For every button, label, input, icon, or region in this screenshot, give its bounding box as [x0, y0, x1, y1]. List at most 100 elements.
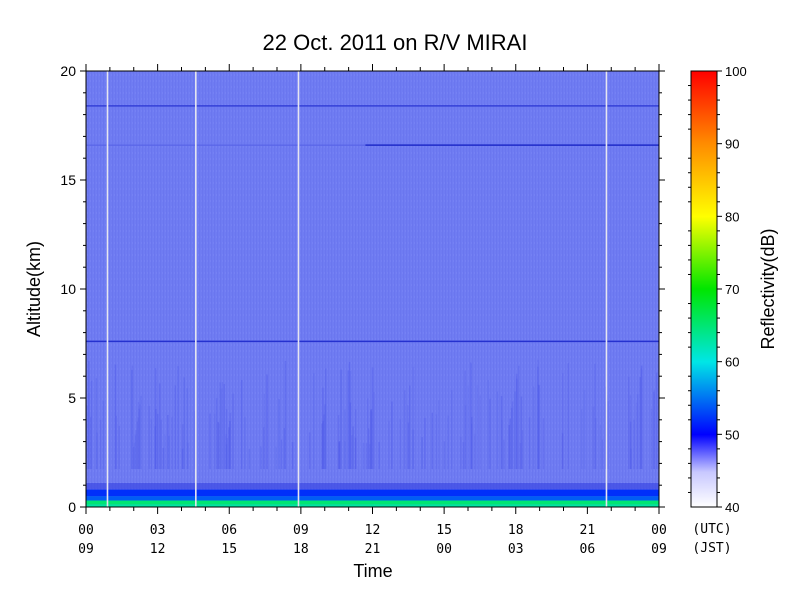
x-tick-label-jst: 09	[651, 542, 667, 557]
echo-streak	[370, 411, 372, 469]
echo-streak	[348, 362, 351, 469]
echo-streak	[217, 421, 219, 469]
echo-streak	[154, 368, 157, 469]
echo-streak	[594, 363, 596, 469]
echo-streak	[260, 446, 262, 469]
echo-streak	[537, 359, 539, 469]
echo-streak	[519, 443, 522, 469]
echo-streak	[404, 390, 406, 469]
utc-zone-label: (UTC)	[692, 522, 731, 537]
echo-streak	[338, 441, 341, 469]
echo-streak	[367, 398, 369, 469]
surface-band	[86, 496, 659, 501]
y-tick-label: 15	[60, 172, 76, 188]
echo-streak	[528, 417, 531, 469]
colorbar-tick-label: 100	[725, 64, 747, 79]
echo-streak	[232, 393, 234, 469]
echo-streak	[337, 415, 340, 469]
surface-band	[86, 504, 659, 507]
echo-streak	[213, 413, 216, 469]
data-gap-lines	[106, 71, 608, 507]
echo-streak	[187, 442, 189, 469]
echo-streak	[508, 425, 510, 469]
echo-streak	[167, 415, 169, 469]
echo-streak	[629, 421, 632, 469]
echo-streak	[650, 408, 653, 469]
surface-band	[86, 489, 659, 497]
echo-streak	[225, 409, 228, 469]
echo-streak	[322, 387, 324, 469]
echo-streak	[219, 382, 221, 469]
plot-area	[85, 70, 660, 508]
echo-streak	[639, 377, 641, 469]
echo-streak	[496, 391, 499, 469]
echo-streak	[583, 390, 586, 469]
x-tick-label-utc: 12	[365, 523, 381, 538]
colorbar-label: Reflectivity(dB)	[758, 228, 778, 349]
y-tick-label: 20	[60, 63, 76, 79]
echo-streak	[407, 422, 410, 469]
echo-streak	[140, 395, 142, 469]
echo-streak	[344, 409, 346, 469]
colorbar: 40 50 60 70 80 90 100	[688, 64, 747, 515]
echo-streak	[139, 404, 141, 469]
echo-streak	[291, 442, 294, 469]
echo-streak	[354, 409, 357, 469]
colorbar-tick-label: 60	[725, 355, 739, 370]
y-tick-label: 5	[68, 390, 76, 406]
echo-streak	[510, 407, 513, 469]
echo-streak	[388, 420, 390, 469]
echo-streak	[443, 441, 446, 469]
echo-streak	[313, 373, 315, 469]
echo-streak	[137, 402, 140, 469]
echo-streak	[263, 393, 265, 469]
echo-streak	[275, 446, 277, 469]
echo-streak	[368, 428, 370, 469]
echo-streak	[431, 412, 433, 469]
echo-streak	[371, 367, 374, 469]
echo-streak	[88, 393, 90, 469]
echo-streak	[412, 366, 415, 469]
echo-streak	[323, 414, 325, 469]
echo-streak	[221, 382, 224, 469]
echo-streak	[134, 434, 137, 469]
echo-streak	[370, 409, 373, 469]
colorbar-tick-label: 40	[725, 500, 739, 515]
echo-streak	[511, 401, 514, 469]
colorbar-gradient	[690, 70, 718, 508]
echo-streak	[115, 415, 118, 469]
echo-streak	[509, 418, 511, 469]
echo-streak	[352, 426, 354, 469]
echo-streak	[592, 406, 595, 469]
echo-streak	[633, 419, 635, 469]
surface-band	[86, 500, 659, 505]
echo-streak	[171, 416, 173, 469]
echo-streak	[599, 425, 602, 469]
echo-streak	[521, 430, 524, 469]
echo-streak	[421, 437, 423, 469]
echo-streak	[90, 416, 92, 469]
echo-streak	[653, 389, 655, 469]
echo-streak	[351, 434, 353, 469]
colorbar-tick-label: 80	[725, 209, 739, 224]
echo-streak	[503, 439, 505, 469]
echo-streak	[229, 421, 231, 469]
echo-streak	[148, 406, 150, 469]
echo-streak	[340, 369, 342, 469]
echo-streak	[226, 438, 229, 469]
echo-streak	[479, 395, 481, 469]
x-tick-label-utc: 21	[580, 523, 596, 538]
echo-streak	[349, 371, 352, 469]
echo-streak	[338, 442, 340, 469]
echo-streak	[136, 421, 139, 469]
echo-streak	[567, 363, 569, 469]
echo-streak	[218, 422, 220, 469]
horizontal-artifact-lines	[86, 105, 659, 343]
echo-streak	[99, 419, 102, 469]
x-tick-label-jst: 06	[580, 542, 596, 557]
echo-streak	[362, 443, 365, 469]
echo-streak	[88, 360, 90, 469]
x-tick-label-jst: 00	[436, 542, 452, 557]
echo-streak	[373, 392, 375, 469]
